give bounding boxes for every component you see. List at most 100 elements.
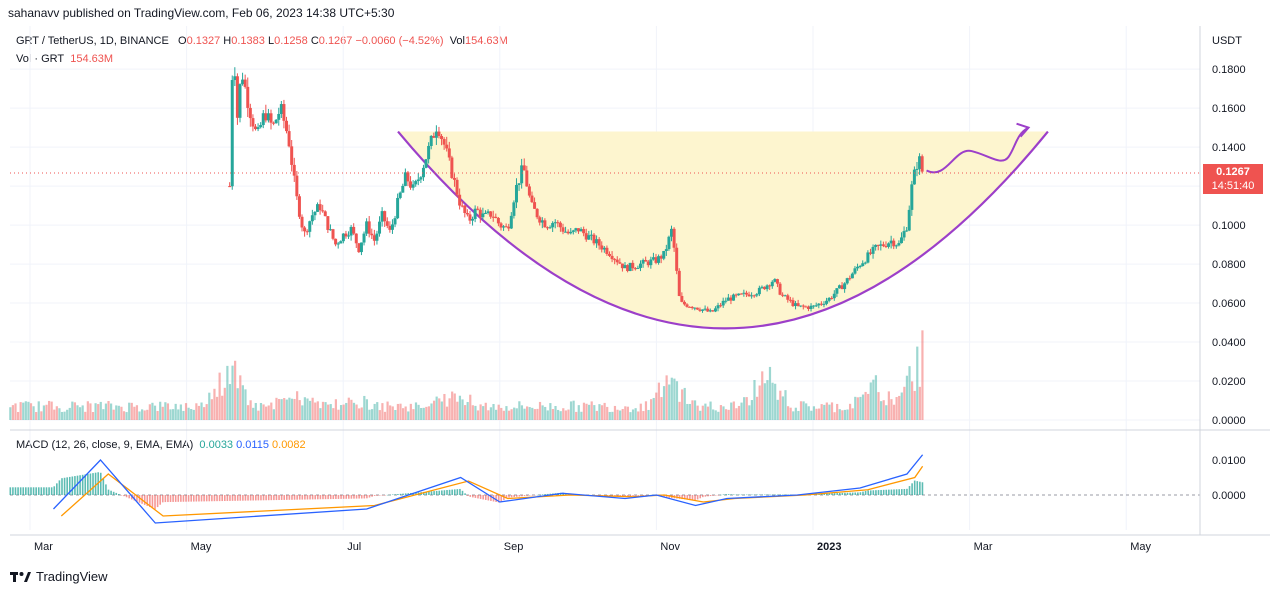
macd-label[interactable]: MACD (12, 26, close, 9, EMA, EMA)	[16, 439, 194, 451]
macd-histogram-bar	[43, 487, 45, 495]
candle-body	[254, 126, 258, 130]
macd-histogram-bar	[278, 495, 280, 501]
volume-bar	[463, 405, 467, 420]
volume-bar	[753, 379, 756, 420]
volume-bar	[704, 403, 707, 420]
candle-body	[716, 305, 720, 309]
volume-bar	[391, 406, 394, 420]
macd-histogram-bar	[686, 495, 689, 500]
macd-histogram-bar	[758, 494, 761, 496]
volume-bar	[634, 408, 637, 420]
candle-body	[409, 181, 413, 188]
volume-bar	[301, 405, 304, 420]
volume-bar	[205, 404, 208, 420]
candle-body	[285, 120, 289, 132]
volume-bar	[776, 399, 779, 420]
macd-histogram-bar	[642, 495, 645, 496]
volume-bar	[290, 398, 294, 420]
volume-bar	[262, 404, 265, 420]
volume-bar	[252, 407, 255, 420]
macd-histogram-bar	[115, 492, 118, 495]
macd-histogram-bar	[218, 495, 221, 502]
macd-pane	[9, 454, 1200, 524]
candle-body	[915, 168, 919, 170]
volume-bar	[285, 399, 288, 420]
macd-histogram-bar	[831, 493, 833, 495]
volume-bar	[699, 410, 702, 420]
macd-histogram-bar	[164, 495, 167, 503]
macd-histogram-bar	[854, 492, 857, 495]
candle-body	[812, 305, 816, 307]
macd-histogram-bar	[482, 495, 484, 500]
volume-bar	[445, 406, 449, 420]
volume-bar	[732, 401, 735, 420]
volume-bar	[109, 403, 113, 420]
volume-bar	[848, 403, 852, 420]
candle-body	[277, 113, 281, 120]
candle-body	[605, 247, 609, 254]
macd-histogram-bar	[898, 489, 900, 495]
macd-histogram-bar	[707, 495, 709, 497]
macd-histogram-bar	[185, 495, 187, 502]
candle-body	[742, 292, 746, 294]
volume-bar	[345, 402, 348, 420]
time-tick-label: May	[191, 541, 212, 553]
candle-body	[241, 79, 245, 85]
macd-histogram-bar	[448, 489, 451, 495]
volume-bar	[200, 402, 203, 420]
volume-bar	[722, 406, 725, 420]
volume-bar	[619, 410, 622, 420]
macd-histogram-bar	[112, 491, 115, 495]
macd-histogram-bar	[27, 487, 30, 495]
macd-signal-line	[60, 465, 924, 517]
macd-histogram-bar	[25, 487, 27, 495]
candle-body	[290, 146, 294, 165]
volume-bar	[668, 384, 671, 420]
price-chart[interactable]: 0.18000.16000.14000.12000.10000.08000.06…	[0, 26, 1280, 562]
candle-body	[602, 247, 606, 250]
macd-tick-label: 0.0000	[1212, 490, 1246, 502]
candle-body	[876, 244, 880, 246]
macd-histogram-bar	[12, 487, 14, 495]
macd-histogram-bar	[125, 495, 128, 498]
volume-bar	[329, 404, 332, 420]
volume-bar	[35, 412, 38, 420]
volume-bar	[151, 402, 154, 420]
candle-body	[737, 293, 741, 296]
macd-histogram-bar	[40, 487, 43, 495]
macd-histogram-bar	[508, 495, 510, 498]
candle-body	[522, 165, 526, 171]
macd-histogram-bar	[167, 495, 169, 503]
macd-histogram-bar	[174, 495, 177, 502]
macd-histogram-bar	[784, 494, 787, 496]
macd-histogram-bar	[399, 493, 402, 495]
volume-bar	[104, 403, 108, 420]
candle-body	[323, 211, 327, 217]
macd-histogram-bar	[903, 489, 906, 495]
candle-body	[600, 245, 604, 250]
candle-body	[850, 273, 854, 279]
volume-bar	[107, 401, 110, 420]
volume-label[interactable]: Vol · GRT	[16, 53, 65, 65]
macd-histogram-bar	[906, 488, 908, 495]
symbol-name[interactable]: GRT / TetherUS, 1D, BINANCE	[16, 35, 169, 47]
volume-bar	[451, 391, 454, 420]
volume-bar	[706, 406, 710, 420]
macd-histogram-bar	[490, 495, 492, 501]
tradingview-brand[interactable]: TradingView	[10, 569, 108, 584]
candle-body	[545, 227, 549, 229]
macd-histogram-bar	[14, 487, 17, 495]
candle-body	[587, 235, 591, 240]
macd-histogram-bar	[358, 495, 360, 499]
macd-histogram-bar	[702, 495, 704, 498]
macd-histogram-bar	[118, 493, 120, 495]
volume-bar	[789, 407, 792, 420]
macd-histogram-bar	[877, 490, 880, 495]
volume-bar	[657, 382, 660, 420]
macd-histogram-bar	[720, 494, 722, 496]
volume-bar	[673, 378, 676, 420]
volume-bar	[27, 401, 30, 420]
volume-bar	[885, 405, 888, 420]
macd-histogram-bar	[694, 495, 696, 501]
volume-bar	[557, 409, 560, 420]
